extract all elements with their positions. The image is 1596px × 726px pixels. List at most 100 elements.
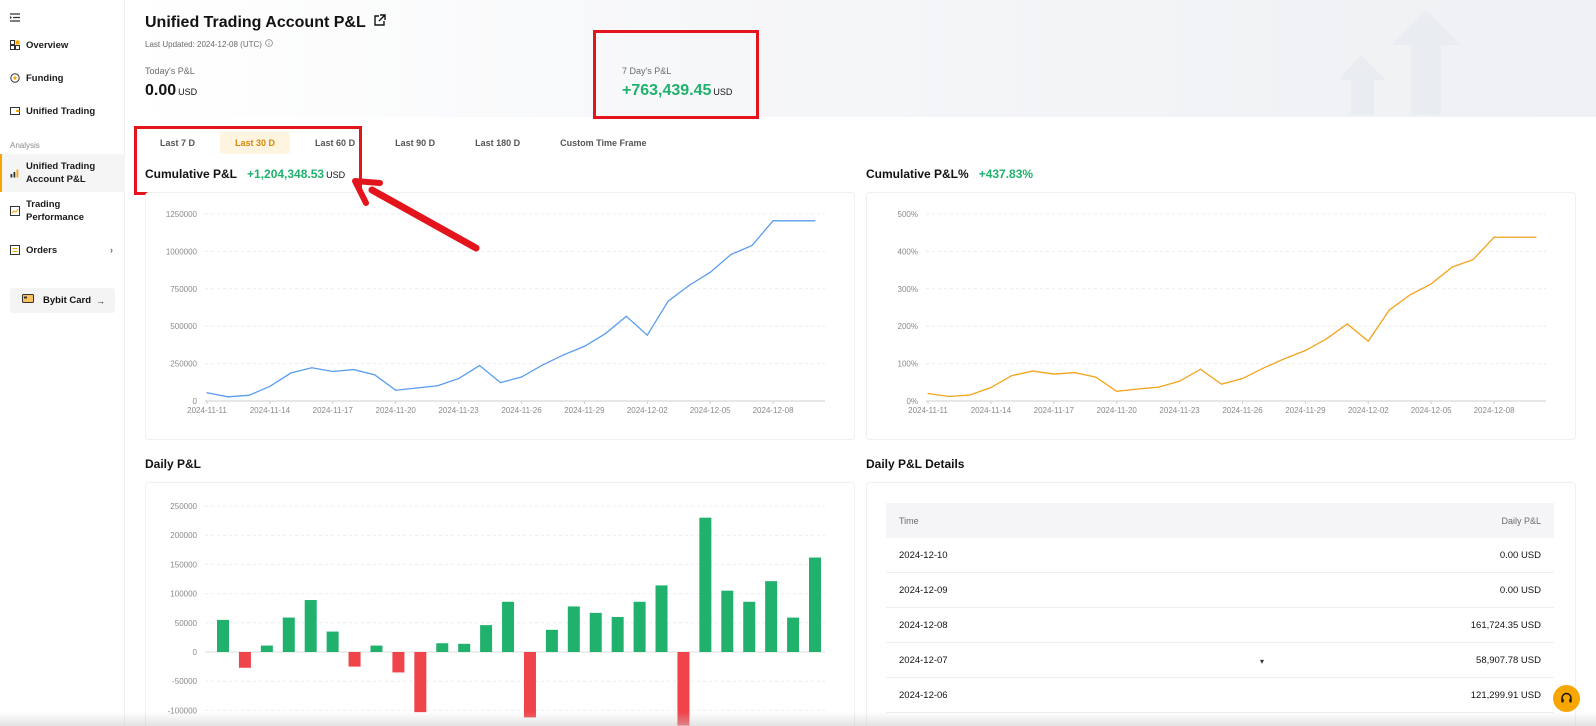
row-pnl: 161,724.35 USD xyxy=(1470,619,1541,631)
tab-last-90d[interactable]: Last 90 D xyxy=(395,138,436,148)
today-pnl-value: 0.00 USD xyxy=(145,82,197,100)
info-icon[interactable] xyxy=(265,39,273,49)
bar-positive xyxy=(567,606,580,652)
label-line2: Account P&L xyxy=(26,174,86,185)
sidebar-item-account-pnl[interactable]: Unified Trading Account P&L xyxy=(0,154,125,192)
bar-positive xyxy=(765,581,778,652)
y-tick-label: 250000 xyxy=(170,502,197,511)
data-point xyxy=(1095,376,1097,378)
tab-last-30d[interactable]: Last 30 D xyxy=(220,132,291,154)
coin-icon xyxy=(10,73,20,83)
col-time-header: Time xyxy=(899,515,919,526)
data-point xyxy=(1283,358,1286,360)
bar-positive xyxy=(436,643,449,652)
bar-negative xyxy=(523,652,536,718)
x-tick-label: 2024-11-23 xyxy=(438,406,479,415)
data-point xyxy=(395,389,397,391)
bar-positive xyxy=(502,601,515,652)
sidebar-item-trading-performance[interactable]: Trading Performance xyxy=(0,196,125,226)
sidebar-item-funding[interactable]: Funding xyxy=(0,70,125,86)
details-table-header: Time Daily P&L xyxy=(886,503,1554,538)
data-point xyxy=(1220,383,1223,385)
y-tick-label: 500% xyxy=(898,210,918,219)
sidebar-item-label: Overview xyxy=(26,39,69,51)
sidebar-item-orders[interactable]: Orders › xyxy=(0,242,125,258)
page-title-text: Unified Trading Account P&L xyxy=(145,14,366,31)
y-tick-label: 0 xyxy=(193,397,198,406)
sidebar-item-overview[interactable]: Overview xyxy=(0,37,125,53)
bar-positive xyxy=(743,601,756,652)
daily-pnl-chart: -100000 -50000 0 50000 100000 150000 200000 250… xyxy=(168,502,825,726)
bar-positive xyxy=(545,629,558,652)
bar-negative xyxy=(677,652,690,726)
week-pnl-value: +763,439.45 USD xyxy=(622,82,732,100)
sidebar-item-label: Funding xyxy=(26,72,64,84)
data-point xyxy=(1451,266,1453,268)
cumulative-pnl-panel xyxy=(145,192,855,440)
data-point xyxy=(499,381,502,384)
x-tick-label: 2024-11-26 xyxy=(1222,406,1263,415)
week-pnl-label: 7 Day's P&L xyxy=(622,66,672,76)
y-tick-label: 150000 xyxy=(170,560,197,569)
sidebar-item-label: Orders xyxy=(26,244,58,256)
data-point xyxy=(1388,309,1390,311)
table-row: 2024-12-08 161,724.35 USD xyxy=(886,608,1554,643)
data-point xyxy=(814,220,816,222)
tab-last-60d[interactable]: Last 60 D xyxy=(315,138,356,148)
week-pnl-amount: +763,439.45 xyxy=(622,82,712,99)
y-tick-label: 100% xyxy=(898,360,918,369)
data-point xyxy=(374,374,376,376)
performance-icon xyxy=(10,206,20,216)
menu-collapse-icon[interactable] xyxy=(10,13,20,25)
data-point xyxy=(772,220,774,222)
sidebar-item-label: Trading Performance xyxy=(26,198,84,224)
data-point xyxy=(290,372,292,374)
cumulative-pnl-header: Cumulative P&L +1,204,348.53 USD xyxy=(145,167,345,181)
y-tick-label: 100000 xyxy=(170,590,197,599)
bar-positive xyxy=(480,625,493,652)
wallet-icon xyxy=(10,106,20,116)
bybit-card-button[interactable]: Bybit Card → xyxy=(10,288,115,313)
data-point xyxy=(1137,388,1139,390)
daily-details-title: Daily P&L Details xyxy=(866,457,965,471)
sidebar-item-label: Unified Trading xyxy=(26,105,96,117)
data-point xyxy=(927,392,929,395)
data-point xyxy=(1158,386,1160,388)
label-line1: Unified Trading xyxy=(26,161,96,172)
cumulative-pct-title: Cumulative P&L% xyxy=(866,167,969,181)
x-tick-label: 2024-11-23 xyxy=(1159,406,1200,415)
sidebar-item-label: Unified Trading Account P&L xyxy=(26,160,95,186)
data-point xyxy=(730,253,732,255)
sidebar: Overview Funding Unified Trading Analysi… xyxy=(0,0,125,726)
bar-positive xyxy=(721,590,734,652)
y-tick-label: 400% xyxy=(898,247,918,256)
data-point xyxy=(311,367,313,369)
label-line2: Performance xyxy=(26,212,85,223)
header-banner xyxy=(126,0,1596,117)
y-tick-label: 50000 xyxy=(175,619,198,628)
data-point xyxy=(520,376,523,378)
today-pnl-amount: 0.00 xyxy=(145,82,177,99)
external-link-icon[interactable] xyxy=(373,14,386,32)
data-point xyxy=(1325,338,1327,340)
time-range-tabs: Last 7 D Last 30 D Last 60 D Last 90 D L… xyxy=(145,132,672,154)
table-row: 2024-12-10 0.00 USD xyxy=(886,538,1554,573)
tab-last-180d[interactable]: Last 180 D xyxy=(475,138,521,148)
support-chat-button[interactable] xyxy=(1553,685,1580,712)
sidebar-section-analysis: Analysis xyxy=(10,141,40,150)
y-tick-label: 750000 xyxy=(170,285,197,294)
cumulative-pnl-value: +1,204,348.53 xyxy=(247,167,325,181)
bar-positive xyxy=(370,645,383,652)
data-point xyxy=(1262,367,1265,369)
data-point xyxy=(269,385,271,387)
data-point xyxy=(646,334,648,336)
tab-last-7d[interactable]: Last 7 D xyxy=(160,138,196,148)
data-point xyxy=(751,244,753,247)
x-tick-label: 2024-11-14 xyxy=(250,406,291,415)
cumulative-pnl-chart: 0 250000 500000 750000 1000000 1250000 2024-11… xyxy=(166,210,825,415)
tab-custom-time-frame[interactable]: Custom Time Frame xyxy=(560,138,647,148)
annotation-box-cumulative xyxy=(134,126,362,195)
decorative-arrows-illustration xyxy=(1341,10,1461,115)
sidebar-item-unified-trading[interactable]: Unified Trading xyxy=(0,103,125,119)
